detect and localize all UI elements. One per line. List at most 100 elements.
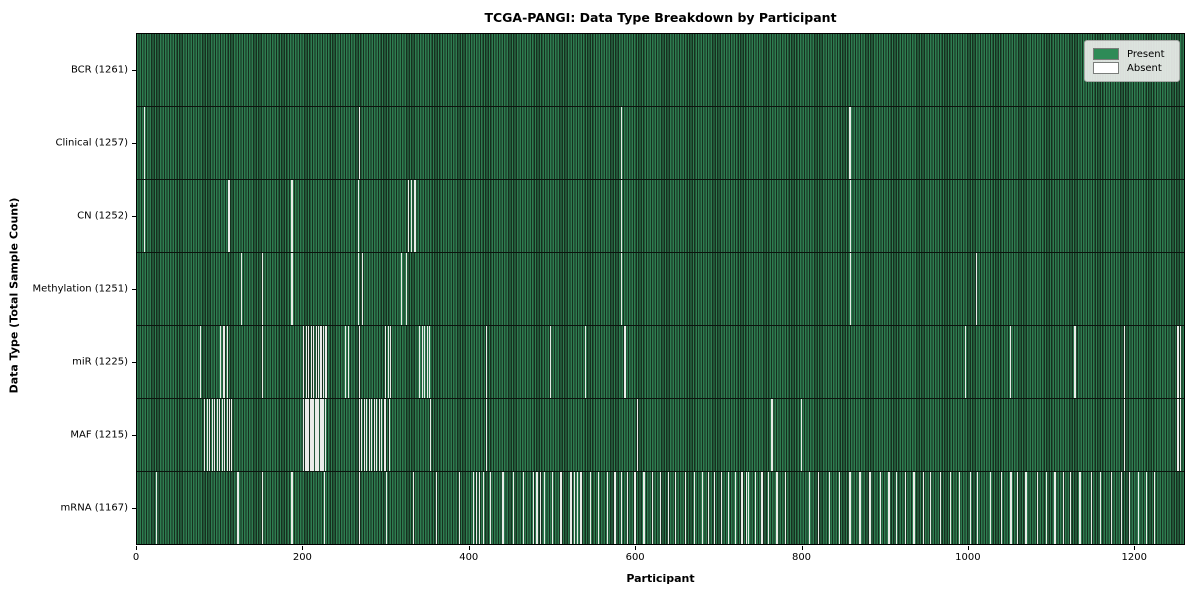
absent-mark bbox=[828, 472, 830, 544]
x-tick-mark bbox=[302, 546, 304, 550]
y-tick-label-maf: MAF (1215) bbox=[70, 429, 128, 441]
absent-mark bbox=[1000, 472, 1002, 544]
absent-mark bbox=[362, 253, 364, 325]
absent-mark bbox=[228, 180, 230, 252]
absent-mark bbox=[849, 107, 851, 179]
absent-mark bbox=[1074, 326, 1076, 398]
absent-mark bbox=[776, 472, 778, 544]
absent-mark bbox=[388, 399, 390, 471]
absent-mark bbox=[621, 253, 623, 325]
absent-mark bbox=[306, 399, 308, 471]
absent-mark bbox=[303, 399, 305, 471]
absent-mark bbox=[859, 472, 861, 544]
legend: Present Absent bbox=[1084, 40, 1180, 82]
absent-mark bbox=[424, 326, 426, 398]
absent-mark bbox=[479, 472, 481, 544]
absent-mark bbox=[923, 472, 925, 544]
absent-mark bbox=[1100, 472, 1102, 544]
absent-mark bbox=[675, 472, 677, 544]
absent-mark bbox=[580, 472, 582, 544]
y-tick-label-mrna: mRNA (1167) bbox=[60, 502, 128, 514]
absent-mark bbox=[357, 180, 360, 252]
absent-mark bbox=[435, 472, 438, 544]
absent-mark bbox=[808, 472, 810, 544]
absent-mark bbox=[430, 399, 432, 471]
absent-mark bbox=[849, 472, 851, 544]
absent-mark bbox=[240, 253, 242, 325]
absent-mark bbox=[1070, 472, 1072, 544]
absent-mark bbox=[634, 472, 636, 544]
absent-mark bbox=[143, 107, 145, 179]
row-band-methylation bbox=[137, 253, 1184, 326]
absent-mark bbox=[1110, 472, 1113, 544]
absent-mark bbox=[314, 399, 316, 471]
row-band-bcr bbox=[137, 34, 1184, 107]
x-tick-label: 800 bbox=[791, 552, 812, 563]
absent-mark bbox=[214, 399, 216, 471]
absent-mark bbox=[539, 472, 541, 544]
x-tick-label: 0 bbox=[132, 552, 140, 563]
absent-mark bbox=[357, 253, 360, 325]
row-band-mrna bbox=[137, 472, 1184, 544]
absent-mark bbox=[817, 472, 820, 544]
absent-mark bbox=[771, 399, 773, 471]
absent-mark bbox=[1054, 472, 1056, 544]
row-band-maf bbox=[137, 399, 1184, 472]
absent-mark bbox=[552, 472, 554, 544]
absent-mark bbox=[419, 326, 421, 398]
absent-mark bbox=[621, 107, 623, 179]
y-tick-label-bcr: BCR (1261) bbox=[70, 64, 128, 76]
legend-swatch-absent bbox=[1093, 62, 1119, 74]
absent-mark bbox=[230, 399, 232, 471]
legend-label-present: Present bbox=[1127, 48, 1165, 60]
absent-mark bbox=[315, 326, 317, 398]
absent-mark bbox=[589, 472, 591, 544]
legend-swatch-present bbox=[1093, 48, 1119, 60]
absent-mark bbox=[459, 472, 461, 544]
absent-mark bbox=[483, 472, 485, 544]
absent-mark bbox=[701, 472, 703, 544]
absent-mark bbox=[543, 472, 546, 544]
y-tick-label-methylation: Methylation (1251) bbox=[32, 283, 128, 295]
y-tick-label-cn: CN (1252) bbox=[77, 210, 128, 222]
absent-mark bbox=[224, 399, 226, 471]
absent-mark bbox=[358, 472, 360, 544]
absent-mark bbox=[368, 399, 370, 471]
absent-mark bbox=[313, 326, 315, 398]
absent-mark bbox=[485, 326, 487, 398]
absent-mark bbox=[426, 326, 428, 398]
absent-mark bbox=[221, 399, 223, 471]
absent-mark bbox=[219, 399, 221, 471]
row-band-cn bbox=[137, 180, 1184, 253]
absent-mark bbox=[211, 399, 213, 471]
absent-mark bbox=[322, 326, 325, 398]
absent-mark bbox=[401, 253, 403, 325]
legend-label-absent: Absent bbox=[1127, 62, 1162, 74]
absent-mark bbox=[549, 326, 551, 398]
absent-mark bbox=[667, 472, 669, 544]
x-axis: 0 200 400 600 800 1000 1200 bbox=[132, 546, 1185, 576]
absent-mark bbox=[313, 399, 315, 471]
x-tick-mark bbox=[635, 546, 637, 550]
x-tick-label: 200 bbox=[292, 552, 312, 563]
x-axis-title: Participant bbox=[626, 572, 695, 585]
absent-mark bbox=[621, 180, 623, 252]
absent-mark bbox=[513, 472, 515, 544]
absent-mark bbox=[694, 472, 696, 544]
absent-mark bbox=[363, 399, 365, 471]
absent-mark bbox=[958, 472, 961, 544]
x-tick-label: 1200 bbox=[1121, 552, 1147, 563]
absent-mark bbox=[429, 326, 431, 398]
absent-mark bbox=[502, 472, 504, 544]
absent-mark bbox=[308, 399, 310, 471]
absent-mark bbox=[381, 399, 383, 471]
absent-mark bbox=[977, 472, 979, 544]
absent-mark bbox=[1177, 326, 1179, 398]
absent-mark bbox=[475, 472, 477, 544]
absent-mark bbox=[143, 180, 145, 252]
absent-mark bbox=[1179, 399, 1182, 471]
absent-mark bbox=[229, 399, 231, 471]
absent-mark bbox=[223, 326, 225, 398]
absent-mark bbox=[325, 326, 327, 398]
absent-mark bbox=[1154, 472, 1156, 544]
